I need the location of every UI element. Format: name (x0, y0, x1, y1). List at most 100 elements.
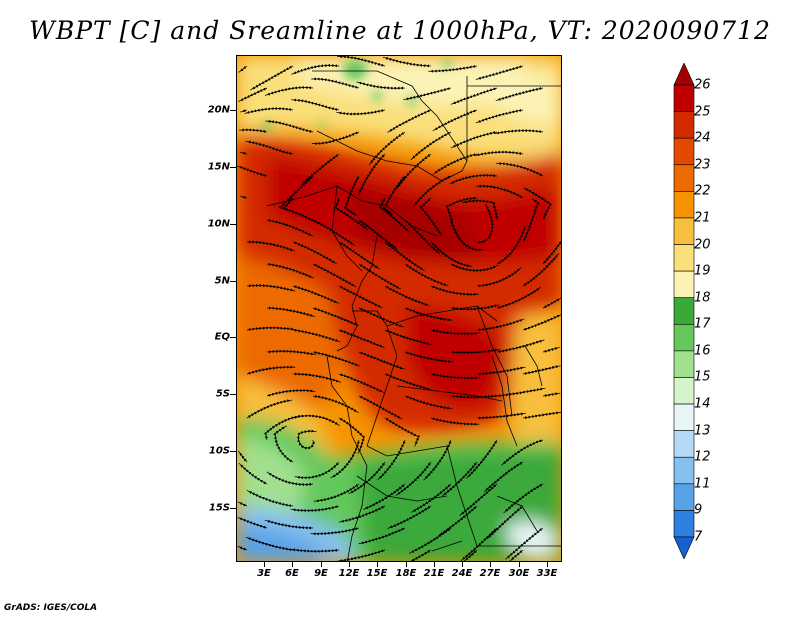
streamline (311, 131, 360, 146)
streamline (264, 85, 314, 96)
streamline (428, 64, 478, 73)
lat-tick (230, 394, 236, 395)
lon-label-33e: 33E (536, 568, 558, 579)
streamline (237, 501, 248, 507)
streamline (494, 129, 544, 135)
streamline (246, 284, 296, 292)
streamline (474, 150, 524, 157)
streamline (450, 87, 498, 105)
streamline (522, 411, 561, 420)
streamline (387, 505, 432, 529)
streamline (312, 394, 359, 414)
lon-label-27e: 27E (479, 568, 501, 579)
streamline (290, 505, 340, 513)
streamline (495, 86, 544, 102)
streamline (522, 252, 560, 287)
streamline (522, 314, 561, 331)
streamline (450, 263, 499, 273)
lat-tick (230, 110, 236, 111)
colorbar-box (673, 270, 695, 299)
streamline (384, 373, 432, 390)
streamline (450, 394, 500, 399)
streamline (358, 153, 386, 196)
colorbar-box (673, 483, 695, 511)
lon-tick (349, 562, 350, 567)
lat-label-10n: 10N (207, 218, 230, 230)
streamline (387, 109, 432, 133)
streamline (475, 65, 524, 80)
colorbar-label: 12 (694, 449, 711, 465)
streamline (496, 286, 542, 309)
lon-tick (519, 562, 520, 567)
streamline (509, 549, 524, 561)
colorbar-label: 22 (694, 183, 711, 199)
lat-tick (230, 224, 236, 225)
streamline (358, 307, 405, 328)
streamline (430, 372, 480, 380)
streamline (312, 307, 359, 326)
streamline (432, 109, 478, 132)
streamline (358, 351, 405, 370)
streamline (337, 549, 386, 561)
streamline (266, 349, 316, 356)
streamline (496, 161, 544, 177)
temperature-field (237, 56, 561, 561)
wbpt-field-map (237, 56, 561, 561)
lon-tick (321, 562, 322, 567)
streamline (413, 175, 452, 207)
colorbar-box (673, 137, 695, 166)
colorbar-label: 16 (694, 343, 711, 359)
streamline (410, 549, 432, 561)
streamline (430, 328, 480, 336)
lon-label-18e: 18E (395, 568, 417, 579)
colorbar-label: 9 (694, 502, 703, 518)
streamline (403, 87, 452, 101)
colorbar-top-arrow (673, 63, 695, 86)
colorbar-label: 7 (694, 529, 703, 545)
lat-tick (230, 281, 236, 282)
lon-label-30e: 30E (508, 568, 530, 579)
streamline (358, 527, 406, 545)
streamline (476, 366, 526, 376)
colorbar-label: 19 (694, 263, 711, 279)
streamline (266, 262, 314, 279)
lon-label-9e: 9E (314, 568, 328, 579)
streamline (237, 516, 268, 529)
colorbar-box (673, 377, 695, 405)
colorbar-box (673, 191, 695, 219)
streamline (273, 425, 294, 463)
colorbar-label: 18 (694, 290, 711, 306)
streamline (476, 203, 494, 244)
colorbar-label: 14 (694, 396, 711, 412)
lon-tick (292, 562, 293, 567)
map-panel[interactable] (236, 55, 562, 562)
streamline (296, 429, 317, 450)
streamline (245, 536, 294, 552)
streamline (292, 241, 337, 265)
lon-label-3e: 3E (257, 568, 271, 579)
streamline (542, 346, 560, 353)
streamline (338, 285, 383, 309)
streamline (450, 304, 500, 311)
streamline (238, 87, 268, 102)
lat-label-eq: EQ (214, 331, 230, 343)
colorbar-label: 20 (694, 237, 711, 253)
streamline (310, 527, 360, 536)
lon-label-21e: 21E (423, 568, 445, 579)
lon-tick (490, 562, 491, 567)
streamline (522, 365, 561, 376)
streamline (245, 140, 294, 156)
streamline (476, 412, 526, 420)
streamline (338, 329, 385, 349)
streamline (313, 483, 360, 503)
streamline (265, 119, 314, 134)
streamline (291, 98, 340, 112)
streamline (246, 399, 293, 419)
colorbar-box (673, 84, 695, 112)
streamline (450, 130, 498, 149)
lon-label-15e: 15E (366, 568, 388, 579)
streamline (463, 549, 478, 561)
streamline (430, 417, 480, 426)
streamline (358, 395, 403, 420)
colorbar-box (673, 297, 695, 325)
